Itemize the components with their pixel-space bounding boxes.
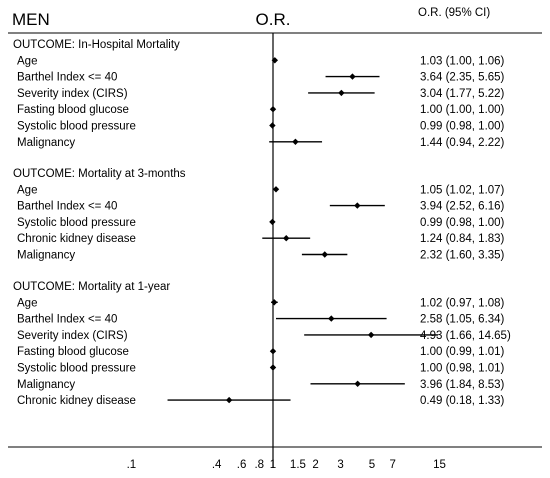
or-point — [269, 348, 277, 355]
ci-value: 1.00 (1.00, 1.00) — [420, 104, 505, 116]
row-label: Age — [17, 184, 37, 196]
or-point — [338, 89, 345, 97]
x-tick-label: 3 — [337, 459, 343, 471]
ci-value: 3.94 (2.52, 6.16) — [420, 201, 505, 213]
ci-header: O.R. (95% CI) — [418, 7, 490, 19]
row-label: Barthel Index <= 40 — [17, 314, 117, 326]
or-point — [271, 57, 279, 64]
or-point — [349, 73, 356, 80]
row-label: Chronic kidney disease — [17, 233, 136, 245]
row-label: Chronic kidney disease — [17, 395, 136, 407]
or-point — [269, 364, 277, 371]
row-label: Age — [17, 297, 37, 309]
ci-value: 1.00 (0.98, 1.01) — [420, 363, 505, 375]
or-point — [354, 380, 361, 387]
ci-value: 1.03 (1.00, 1.06) — [420, 55, 505, 67]
or-point — [283, 235, 290, 242]
ci-value: 0.99 (0.98, 1.00) — [420, 217, 505, 229]
ci-value: 1.05 (1.02, 1.07) — [420, 184, 505, 196]
row-label: Severity index (CIRS) — [17, 330, 128, 342]
or-point — [354, 202, 361, 209]
row-label: Fasting blood glucose — [17, 346, 129, 358]
row-label: Age — [17, 55, 37, 67]
x-tick-label: 1.5 — [290, 459, 306, 471]
center-label: O.R. — [256, 10, 291, 29]
row-label: Systolic blood pressure — [17, 363, 136, 375]
x-tick-label: 1 — [270, 459, 276, 471]
or-point — [225, 396, 233, 404]
or-point — [271, 299, 278, 306]
or-point — [269, 106, 277, 113]
row-label: Malignancy — [17, 379, 75, 391]
x-tick-label: .8 — [254, 459, 264, 471]
outcome-heading: OUTCOME: In-Hospital Mortality — [13, 39, 180, 51]
ci-value: 2.32 (1.60, 3.35) — [420, 250, 505, 262]
ci-value: 0.49 (0.18, 1.33) — [420, 395, 505, 407]
or-point — [269, 122, 276, 129]
x-tick-label: .4 — [212, 459, 222, 471]
ci-value: 1.24 (0.84, 1.83) — [420, 233, 505, 245]
or-point — [269, 218, 276, 226]
x-tick-label: .1 — [127, 459, 137, 471]
x-tick-label: 7 — [389, 459, 395, 471]
ci-value: 4.93 (1.66, 14.65) — [420, 330, 511, 342]
row-label: Systolic blood pressure — [17, 217, 136, 229]
or-point — [328, 315, 335, 322]
ci-value: 1.44 (0.94, 2.22) — [420, 137, 505, 149]
row-label: Severity index (CIRS) — [17, 88, 128, 100]
ci-value: 2.58 (1.05, 6.34) — [420, 314, 505, 326]
row-label: Systolic blood pressure — [17, 121, 136, 133]
x-tick-label: 2 — [312, 459, 318, 471]
plot-content: OUTCOME: In-Hospital Mortality Age 1.03 (1… — [13, 39, 511, 471]
or-point — [321, 251, 328, 258]
row-label: Barthel Index <= 40 — [17, 201, 117, 213]
x-tick-label: 5 — [369, 459, 375, 471]
row-label: Malignancy — [17, 250, 75, 262]
x-tick-label: 15 — [433, 459, 446, 471]
or-point — [367, 331, 375, 339]
x-tick-label: .6 — [237, 459, 247, 471]
outcome-heading: OUTCOME: Mortality at 1-year — [13, 281, 170, 293]
chart-title: MEN — [12, 10, 50, 29]
row-label: Barthel Index <= 40 — [17, 72, 117, 84]
ci-value: 1.00 (0.99, 1.01) — [420, 346, 505, 358]
ci-value: 3.64 (2.35, 5.65) — [420, 72, 505, 84]
ci-value: 1.02 (0.97, 1.08) — [420, 297, 505, 309]
ci-value: 0.99 (0.98, 1.00) — [420, 121, 505, 133]
or-point — [292, 138, 299, 145]
outcome-heading: OUTCOME: Mortality at 3-months — [13, 168, 186, 180]
ci-value: 3.04 (1.77, 5.22) — [420, 88, 505, 100]
ci-value: 3.96 (1.84, 8.53) — [420, 379, 505, 391]
row-label: Fasting blood glucose — [17, 104, 129, 116]
or-point — [272, 186, 280, 193]
row-label: Malignancy — [17, 137, 75, 149]
